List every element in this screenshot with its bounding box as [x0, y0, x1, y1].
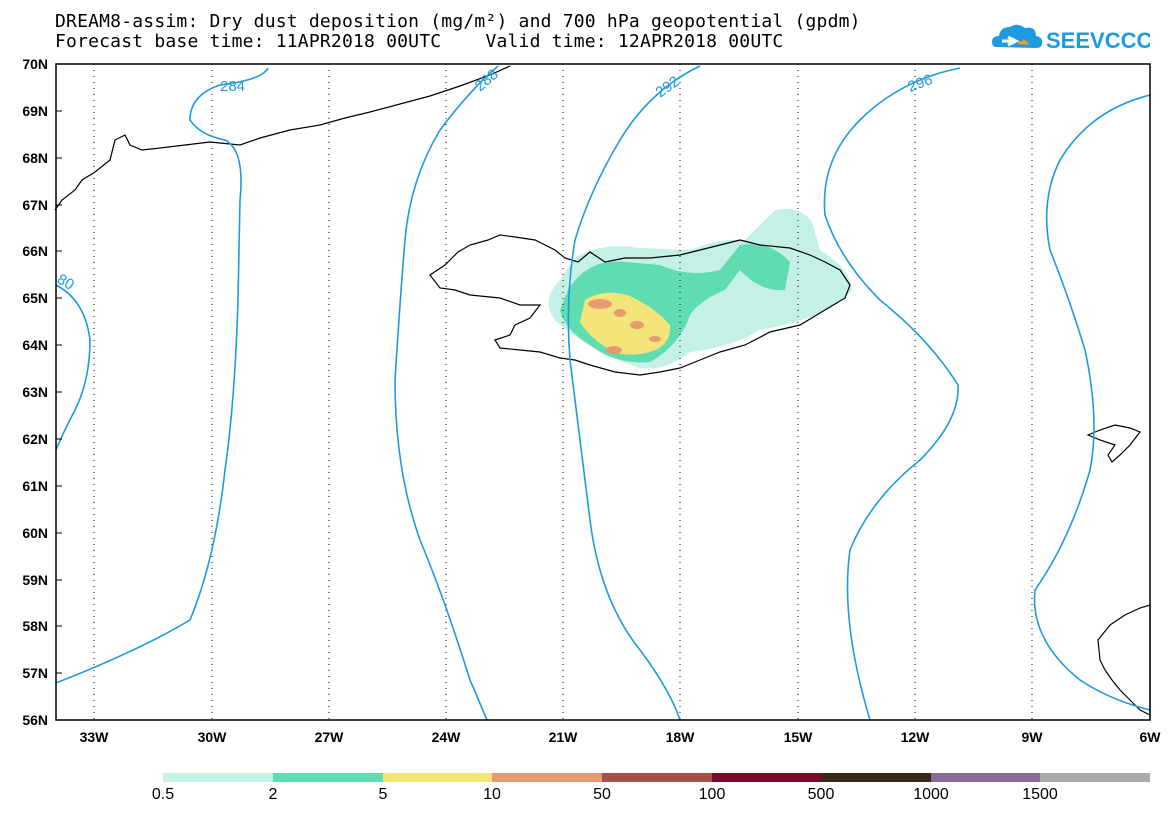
- lat-label: 69N: [22, 103, 48, 119]
- seevccc-logo: SEEVCCC: [992, 24, 1150, 53]
- lat-label: 65N: [22, 290, 48, 306]
- legend-label: 500: [807, 786, 835, 803]
- lon-label: 9W: [1022, 729, 1044, 745]
- legend-label: 100: [698, 786, 726, 803]
- lat-label: 63N: [22, 384, 48, 400]
- gridlines: [93, 64, 1033, 720]
- lat-label: 60N: [22, 525, 48, 541]
- legend-swatch: [163, 773, 273, 782]
- lat-labels: 70N 69N 68N 67N 66N 65N 64N 63N 62N 61N …: [22, 56, 48, 728]
- lon-label: 6W: [1140, 729, 1162, 745]
- lat-label: 56N: [22, 712, 48, 728]
- lon-label: 18W: [666, 729, 696, 745]
- lon-label: 21W: [549, 729, 579, 745]
- lon-label: 15W: [784, 729, 814, 745]
- legend-label: 5: [378, 786, 388, 803]
- lat-label: 66N: [22, 243, 48, 259]
- lon-label: 12W: [901, 729, 931, 745]
- lat-label: 62N: [22, 431, 48, 447]
- iceland-coast: [429, 234, 851, 376]
- legend-swatch: [712, 773, 821, 782]
- lat-label: 61N: [22, 478, 48, 494]
- map-title: DREAM8-assim: Dry dust deposition (mg/m²…: [55, 11, 861, 32]
- cloud-icon: [992, 24, 1043, 48]
- scotland-coast: [1097, 604, 1151, 716]
- legend-label: 1000: [913, 786, 949, 803]
- contour-label-288: 288: [472, 66, 502, 95]
- coastlines: [54, 65, 1151, 716]
- legend-label: 0.5: [151, 786, 175, 803]
- lat-ticks: [56, 63, 62, 674]
- legend-swatch: [383, 773, 492, 782]
- legend-label: 2: [268, 786, 278, 803]
- lon-label: 30W: [198, 729, 228, 745]
- lat-label: 67N: [22, 197, 48, 213]
- legend-swatch: [602, 773, 712, 782]
- legend-swatch: [821, 773, 931, 782]
- geopotential-contours: [55, 65, 1151, 721]
- legend-swatch: [273, 773, 383, 782]
- legend-swatch: [931, 773, 1040, 782]
- lat-label: 57N: [22, 665, 48, 681]
- contour-label-296: 296: [906, 71, 935, 96]
- lon-labels: 33W 30W 27W 24W 21W 18W 15W 12W 9W 6W: [80, 729, 1162, 745]
- greenland-coast: [54, 65, 511, 211]
- map-subtitle: Forecast base time: 11APR2018 00UTC Vali…: [55, 31, 784, 52]
- contour-label-80: 80: [54, 271, 77, 294]
- dust-shading: [548, 208, 852, 369]
- lat-label: 59N: [22, 572, 48, 588]
- lon-label: 24W: [432, 729, 462, 745]
- legend-label: 1500: [1022, 786, 1058, 803]
- legend-label: 50: [593, 786, 611, 803]
- lat-label: 70N: [22, 56, 48, 72]
- legend-swatch: [492, 773, 602, 782]
- lat-label: 64N: [22, 337, 48, 353]
- contour-label-292: 292: [653, 73, 683, 101]
- faroe-coast: [1086, 424, 1141, 463]
- legend-swatch: [1040, 773, 1150, 782]
- lon-label: 27W: [315, 729, 345, 745]
- legend-label: 10: [483, 786, 501, 803]
- lon-label: 33W: [80, 729, 110, 745]
- map-frame: [55, 63, 1151, 721]
- contour-label-284: 284: [220, 78, 245, 95]
- lat-label: 68N: [22, 150, 48, 166]
- lat-label: 58N: [22, 618, 48, 634]
- svg-text:SEEVCCC: SEEVCCC: [1046, 28, 1150, 53]
